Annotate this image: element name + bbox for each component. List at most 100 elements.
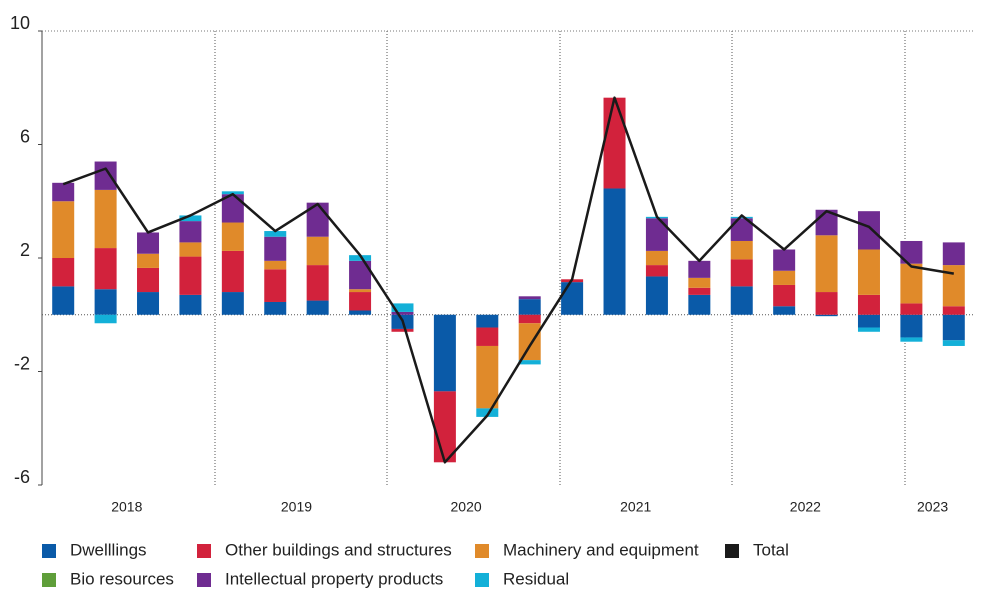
bar-segment xyxy=(603,188,626,315)
bar-segment xyxy=(476,327,499,346)
bar-segment xyxy=(815,292,838,315)
bar-segment xyxy=(433,391,456,463)
bar-segment xyxy=(900,314,923,338)
bar-segment xyxy=(137,232,160,254)
bar-segment xyxy=(179,294,202,315)
legend-swatch xyxy=(725,544,739,558)
bar-segment xyxy=(94,248,117,290)
bar-segment xyxy=(221,292,244,315)
bar-segment xyxy=(264,301,287,315)
bar-segment xyxy=(518,296,541,300)
bar-segment xyxy=(179,256,202,295)
bar-segment xyxy=(730,286,753,315)
bar-segment xyxy=(815,235,838,293)
bar-segment xyxy=(773,270,796,285)
x-tick-label: 2022 xyxy=(790,499,821,515)
y-tick-label: -2 xyxy=(14,353,30,373)
bar-segment xyxy=(349,289,372,293)
bar-segment xyxy=(264,260,287,270)
bar-segment xyxy=(391,311,414,315)
bar-segment xyxy=(942,242,965,266)
x-tick-label: 2023 xyxy=(917,499,948,515)
legend-label: Machinery and equipment xyxy=(503,540,699,559)
bar-segment xyxy=(349,260,372,290)
bar-segment xyxy=(137,292,160,315)
total-line xyxy=(62,96,955,464)
bar-segment xyxy=(391,303,414,312)
bar-segment xyxy=(52,201,75,258)
y-tick-label: -6 xyxy=(14,467,30,487)
bar-segment xyxy=(179,215,202,222)
bar-segment xyxy=(306,265,329,301)
legend-swatch xyxy=(475,573,489,587)
bar-segment xyxy=(264,231,287,237)
y-tick-label: 10 xyxy=(10,13,30,33)
bar-segment xyxy=(688,287,711,295)
bar-segment xyxy=(137,267,160,293)
bar-segment xyxy=(221,194,244,223)
bar-segment xyxy=(857,211,880,250)
bar-segment xyxy=(688,294,711,315)
bar-segment xyxy=(773,306,796,315)
bar-segment xyxy=(942,306,965,315)
bar-segment xyxy=(52,286,75,315)
bar-segment xyxy=(900,240,923,264)
legend-label: Bio resources xyxy=(70,569,174,588)
bar-segment xyxy=(688,260,711,278)
bar-segment xyxy=(306,300,329,315)
legend-label: Total xyxy=(753,540,789,559)
bar-segment xyxy=(857,327,880,332)
bar-segment xyxy=(433,314,456,392)
bar-segment xyxy=(688,277,711,288)
bar-segment xyxy=(900,337,923,342)
legend-label: Dwelllings xyxy=(70,540,147,559)
bar-segment xyxy=(391,328,414,332)
bar-segment xyxy=(857,314,880,328)
bar-segment xyxy=(942,314,965,341)
bar-segment xyxy=(52,258,75,287)
bar-segment xyxy=(773,284,796,307)
bar-segment xyxy=(645,218,668,251)
bar-segment xyxy=(179,242,202,257)
bar-segment xyxy=(730,216,753,219)
bar-segment xyxy=(561,282,584,315)
bar-segment xyxy=(730,218,753,241)
bar-segment xyxy=(349,255,372,261)
bar-segment xyxy=(476,314,499,328)
x-tick-label: 2019 xyxy=(281,499,312,515)
bar-segment xyxy=(349,310,372,315)
bar-segment xyxy=(603,97,626,189)
legend-label: Residual xyxy=(503,569,569,588)
bar-segment xyxy=(518,323,541,361)
bar-segment xyxy=(857,249,880,295)
bar-segment xyxy=(137,253,160,268)
bar-segment xyxy=(645,265,668,277)
bar-segment xyxy=(94,289,117,315)
bar-segment xyxy=(52,182,75,202)
y-tick-label: 6 xyxy=(20,126,30,146)
x-tick-label: 2020 xyxy=(451,499,482,515)
bar-segment xyxy=(730,259,753,287)
bar-segment xyxy=(94,161,117,190)
bar-segment xyxy=(645,276,668,315)
bar-segment xyxy=(221,222,244,251)
bar-segment xyxy=(900,303,923,315)
bar-segment xyxy=(815,314,838,317)
bar-segment xyxy=(264,269,287,302)
bar-segment xyxy=(518,360,541,365)
bar-segment xyxy=(518,314,541,324)
bar-segment xyxy=(221,250,244,293)
bar-segment xyxy=(221,191,244,195)
bar-segment xyxy=(730,240,753,260)
bar-segment xyxy=(857,294,880,315)
bar-segment xyxy=(900,263,923,304)
bar-segment xyxy=(645,250,668,266)
legend-swatch xyxy=(42,573,56,587)
legend-label: Other buildings and structures xyxy=(225,540,452,559)
bar-segment xyxy=(942,265,965,307)
bar-segment xyxy=(94,314,117,324)
bar-segment xyxy=(94,189,117,249)
x-tick-label: 2021 xyxy=(620,499,651,515)
legend-swatch xyxy=(475,544,489,558)
